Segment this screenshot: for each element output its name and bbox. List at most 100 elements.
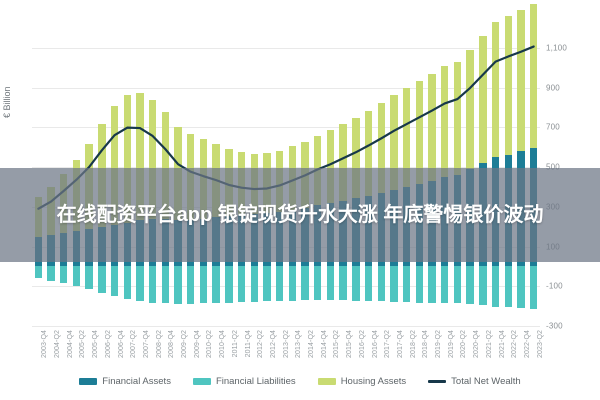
bar-segment-financial-liabilities (225, 266, 233, 303)
legend-item[interactable]: Total Net Wealth (428, 376, 521, 387)
x-axis-tick-label: 2008-Q2 (155, 330, 163, 358)
y-axis-tick-label: -300 (546, 321, 563, 331)
total-net-wealth-line (37, 45, 535, 210)
bar-segment-financial-liabilities (377, 266, 385, 302)
bar-segment-housing-assets (428, 73, 436, 181)
x-axis-tick-label: 2014-Q2 (308, 330, 316, 358)
bar-segment-housing-assets (161, 112, 170, 220)
x-axis-tick-label: 2016-Q4 (371, 330, 379, 358)
x-axis-tick-label: 2010-Q4 (219, 330, 227, 358)
x-axis-tick-label: 2004-Q2 (54, 330, 62, 358)
bar-segment-financial-liabilities (364, 266, 373, 301)
x-axis-tick-labels: 2003-Q4 2004-Q2 2004-Q4 2005-Q2 2005-Q4 2006-… (32, 330, 543, 372)
gridline (32, 167, 540, 168)
gridline (32, 127, 540, 129)
bar-segment-financial-liabilities (123, 266, 131, 299)
legend-label: Total Net Wealth (451, 376, 521, 387)
bar-segment-housing-assets (136, 93, 144, 221)
bar-segment-financial-liabilities (301, 266, 309, 301)
x-axis-tick-label: 2008-Q4 (168, 330, 176, 358)
bar-segment-housing-assets (390, 95, 398, 190)
x-axis-tick-label: 2021-Q2 (485, 330, 493, 358)
gridline (32, 326, 540, 327)
bar-segment-financial-liabilities (453, 266, 462, 304)
bar-segment-housing-assets (123, 95, 131, 223)
bar-segment-housing-assets (352, 118, 360, 199)
bar-segment-financial-liabilities (174, 266, 182, 304)
x-axis-tick-label: 2018-Q2 (409, 330, 417, 358)
x-axis-tick-label: 2022-Q2 (511, 330, 519, 358)
x-axis-tick-label: 2007-Q4 (142, 330, 150, 358)
x-axis-tick-label: 2017-Q2 (384, 330, 392, 358)
bar-segment-financial-liabilities (199, 266, 208, 304)
x-axis-tick-label: 2019-Q2 (435, 330, 443, 358)
bar-segment-financial-liabilities (263, 266, 271, 302)
x-axis-tick-label: 2011-Q2 (231, 330, 239, 358)
y-axis-tick-label: 1,100 (546, 43, 568, 53)
x-axis-tick-label: 2012-Q2 (257, 330, 265, 358)
y-axis-tick-label: 700 (546, 122, 560, 132)
x-axis-tick-label: 2014-Q4 (320, 330, 328, 358)
bar-segment-financial-liabilities (212, 266, 220, 303)
bar-segment-housing-assets (364, 110, 373, 196)
bar-segment-housing-assets (479, 35, 487, 163)
y-axis-tick-label: -100 (546, 281, 563, 291)
legend-swatch-icon (79, 378, 98, 385)
legend-item[interactable]: Housing Assets (317, 376, 407, 387)
bar-segment-housing-assets (377, 103, 385, 193)
legend-item[interactable]: Financial Liabilities (192, 376, 296, 387)
bar-segment-housing-assets (441, 66, 449, 177)
bar-segment-housing-assets (326, 130, 335, 204)
bar-segment-housing-assets (517, 9, 525, 152)
bar-segment-housing-assets (466, 50, 474, 169)
bar-segment-financial-liabilities (491, 266, 500, 307)
bar-segment-financial-liabilities (148, 266, 157, 303)
bar-segment-housing-assets (148, 99, 157, 220)
bar-segment-financial-liabilities (504, 266, 512, 308)
x-axis-tick-label: 2020-Q2 (460, 330, 468, 358)
bar-segment-financial-liabilities (47, 266, 55, 281)
legend-label: Financial Assets (102, 376, 171, 387)
bar-segment-financial-liabilities (466, 266, 474, 305)
bar-segment-financial-liabilities (98, 266, 106, 293)
x-axis-tick-label: 2013-Q4 (295, 330, 303, 358)
bar-segment-financial-liabilities (72, 266, 81, 287)
x-axis-tick-label: 2010-Q2 (206, 330, 214, 358)
bar-segment-financial-liabilities (441, 266, 449, 304)
bar-segment-housing-assets (491, 21, 500, 158)
legend-label: Housing Assets (340, 376, 407, 387)
bar-segment-financial-liabilities (250, 266, 258, 302)
bar-segment-financial-liabilities (60, 266, 68, 284)
x-axis-tick-label: 2009-Q2 (181, 330, 189, 358)
bar-segment-financial-liabilities (237, 266, 246, 303)
bar-segment-financial-liabilities (187, 266, 195, 304)
y-axis-title: € Billion (2, 86, 12, 118)
x-axis-tick-label: 2013-Q2 (282, 330, 290, 358)
bar-segment-housing-assets (110, 105, 119, 226)
bar-segment-financial-liabilities (136, 266, 144, 301)
overlay-banner (0, 168, 600, 262)
x-axis-tick-label: 2020-Q4 (473, 330, 481, 358)
x-axis-tick-label: 2005-Q2 (79, 330, 87, 358)
x-axis-tick-label: 2006-Q2 (104, 330, 112, 358)
legend-swatch-icon (428, 380, 447, 383)
bar-segment-financial-liabilities (339, 266, 347, 301)
plot-area (32, 4, 540, 327)
x-axis-tick-label: 2003-Q4 (41, 330, 49, 358)
bar-segment-financial-liabilities (85, 266, 93, 290)
legend-item[interactable]: Financial Assets (79, 376, 171, 387)
bar-segment-financial-liabilities (428, 266, 436, 303)
x-axis-tick-label: 2006-Q4 (117, 330, 125, 358)
gridline (32, 286, 540, 288)
x-axis-tick-label: 2012-Q4 (269, 330, 277, 358)
bar-segment-financial-liabilities (352, 266, 360, 301)
bar-segment-financial-liabilities (34, 266, 43, 279)
overlay-headline: 在线配资平台app 银锭现货升水大涨 年底警惕银价波动 (56, 204, 544, 226)
bar-segment-financial-liabilities (529, 266, 538, 309)
x-axis-tick-label: 2005-Q4 (92, 330, 100, 358)
bar-segment-financial-liabilities (415, 266, 424, 303)
chart-legend: Financial Assets Financial Liabilities Hou… (0, 376, 600, 387)
x-axis-tick-label: 2009-Q4 (193, 330, 201, 358)
bar-segment-financial-liabilities (390, 266, 398, 302)
bar-segment-housing-assets (415, 81, 424, 184)
